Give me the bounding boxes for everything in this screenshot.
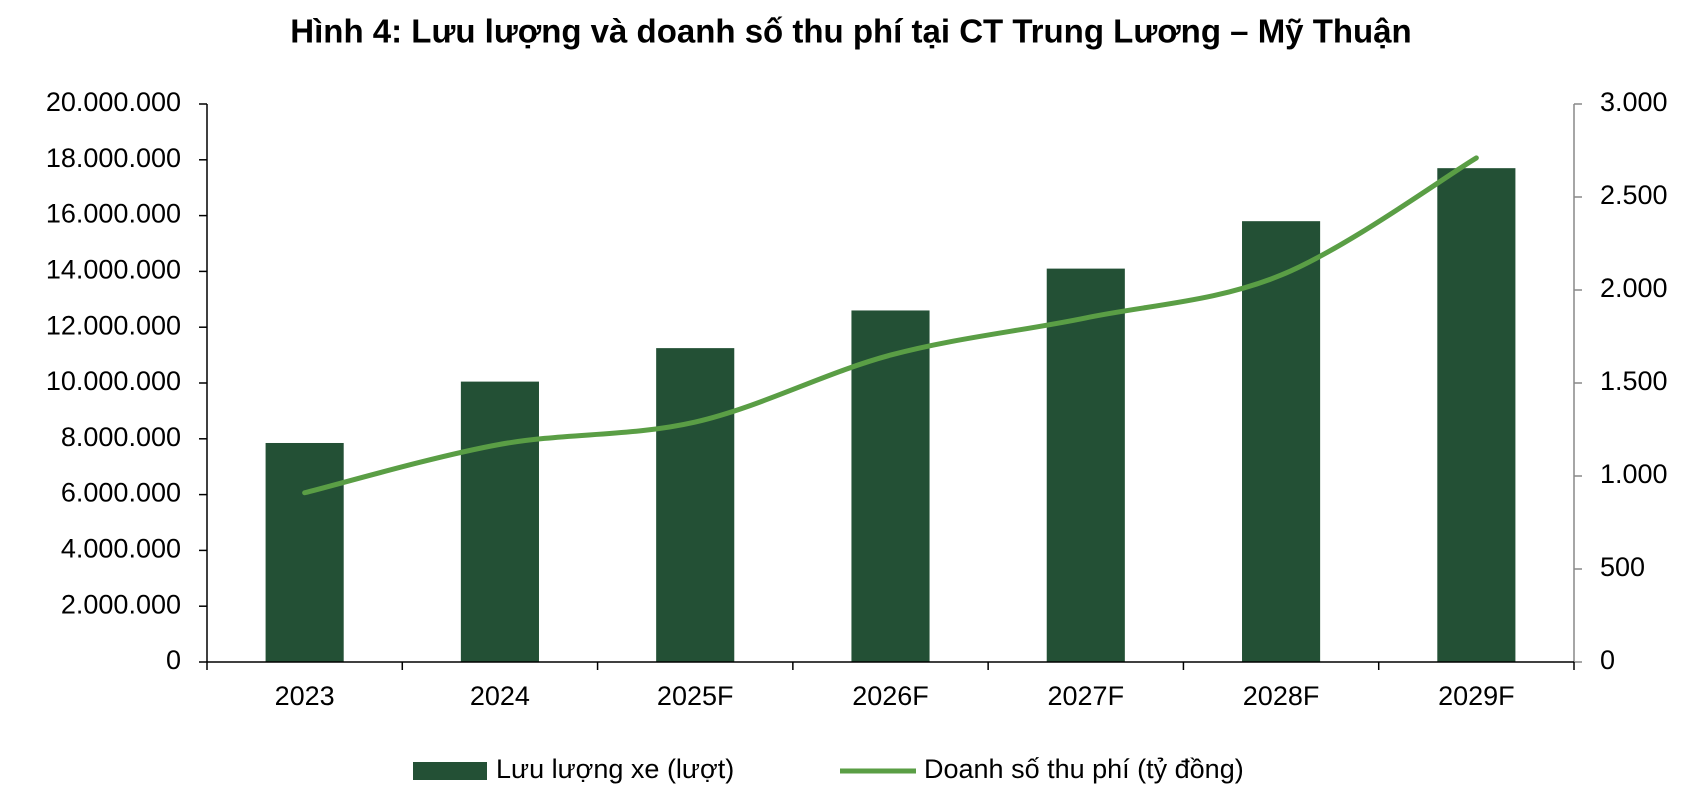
y2-tick-label: 1.500: [1600, 366, 1668, 396]
y-tick-label: 4.000.000: [61, 534, 181, 564]
x-tick-label: 2028F: [1243, 681, 1320, 711]
x-tick-label: 2025F: [657, 681, 734, 711]
y2-tick-label: 3.000: [1600, 87, 1668, 117]
x-tick-label: 2023: [275, 681, 335, 711]
bar: [460, 381, 539, 662]
y2-tick-label: 0: [1600, 645, 1615, 675]
x-tick-label: 2026F: [852, 681, 929, 711]
y-tick-label: 8.000.000: [61, 422, 181, 452]
y-tick-label: 2.000.000: [61, 589, 181, 619]
legend-label: Doanh số thu phí (tỷ đồng): [924, 754, 1244, 784]
chart-title: Hình 4: Lưu lượng và doanh số thu phí tạ…: [290, 13, 1411, 50]
y-tick-label: 6.000.000: [61, 478, 181, 508]
bar: [851, 310, 930, 662]
x-tick-label: 2029F: [1438, 681, 1515, 711]
bar: [1242, 221, 1321, 662]
y2-tick-label: 500: [1600, 552, 1645, 582]
x-tick-label: 2027F: [1048, 681, 1125, 711]
legend-swatch: [413, 762, 487, 780]
y2-tick-label: 2.500: [1600, 180, 1668, 210]
y2-tick-label: 2.000: [1600, 273, 1668, 303]
bar: [656, 348, 735, 662]
y2-tick-label: 1.000: [1600, 459, 1668, 489]
y-tick-label: 0: [166, 645, 181, 675]
y-tick-label: 12.000.000: [46, 310, 181, 340]
y-tick-label: 18.000.000: [46, 143, 181, 173]
y-tick-label: 16.000.000: [46, 199, 181, 229]
bar: [1046, 268, 1125, 662]
y-tick-label: 20.000.000: [46, 87, 181, 117]
line: [302, 155, 1479, 496]
legend-label: Lưu lượng xe (lượt): [496, 754, 734, 784]
bar: [1437, 168, 1516, 663]
y-tick-label: 14.000.000: [46, 255, 181, 285]
bar: [265, 442, 344, 662]
y-tick-label: 10.000.000: [46, 366, 181, 396]
x-tick-label: 2024: [470, 681, 530, 711]
